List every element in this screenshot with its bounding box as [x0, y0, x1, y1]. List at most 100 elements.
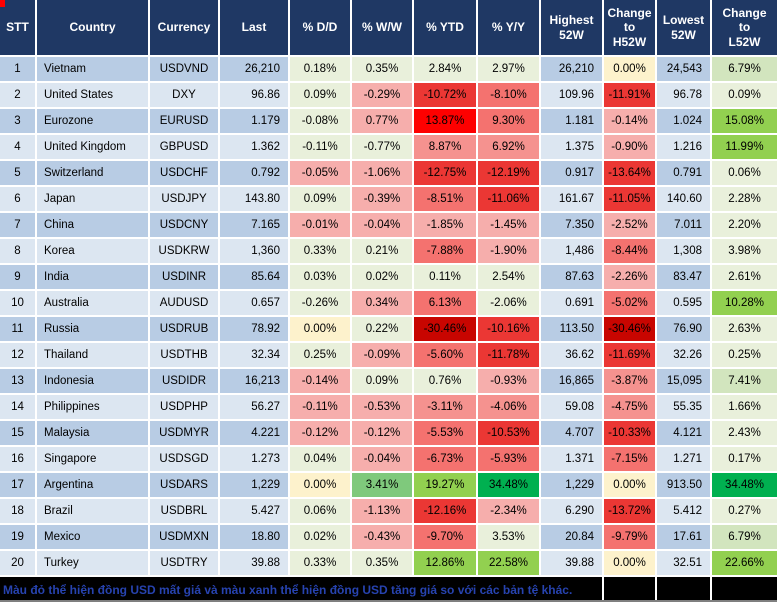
cell-country: India [37, 265, 150, 291]
cell-high52: 1.375 [541, 135, 604, 161]
cell-currency: USDMXN [150, 525, 220, 551]
cell-dd: 0.33% [290, 551, 352, 577]
cell-chg-l52: 2.43% [712, 421, 777, 447]
cell-high52: 20.84 [541, 525, 604, 551]
cell-ytd: -1.85% [414, 213, 478, 239]
cell-low52: 32.26 [657, 343, 712, 369]
cell-low52: 0.595 [657, 291, 712, 317]
cell-ytd: -30.46% [414, 317, 478, 343]
cell-currency: USDTHB [150, 343, 220, 369]
column-header-ww: % W/W [352, 0, 414, 57]
cell-chg-h52: -11.91% [604, 83, 657, 109]
cell-dd: 0.00% [290, 317, 352, 343]
cell-currency: USDRUB [150, 317, 220, 343]
cell-country: Switzerland [37, 161, 150, 187]
corner-marker [0, 0, 5, 7]
cell-low52: 24,543 [657, 57, 712, 83]
cell-currency: USDSGD [150, 447, 220, 473]
cell-country: Indonesia [37, 369, 150, 395]
cell-yy: -1.90% [478, 239, 541, 265]
cell-high52: 59.08 [541, 395, 604, 421]
cell-yy: -10.16% [478, 317, 541, 343]
cell-ww: 0.22% [352, 317, 414, 343]
cell-yy: -11.78% [478, 343, 541, 369]
cell-yy: 34.48% [478, 473, 541, 499]
cell-yy: -12.19% [478, 161, 541, 187]
cell-high52: 0.917 [541, 161, 604, 187]
cell-chg-l52: 6.79% [712, 525, 777, 551]
cell-currency: USDPHP [150, 395, 220, 421]
cell-ytd: 0.76% [414, 369, 478, 395]
cell-yy: 6.92% [478, 135, 541, 161]
cell-high52: 113.50 [541, 317, 604, 343]
cell-ww: -1.06% [352, 161, 414, 187]
cell-chg-l52: 3.98% [712, 239, 777, 265]
cell-ytd: 12.86% [414, 551, 478, 577]
cell-country: United Kingdom [37, 135, 150, 161]
cell-country: Korea [37, 239, 150, 265]
column-header-chg-h52: Change to H52W [604, 0, 657, 57]
cell-ytd: -12.16% [414, 499, 478, 525]
cell-ww: -1.13% [352, 499, 414, 525]
cell-ww: -0.29% [352, 83, 414, 109]
cell-stt: 9 [0, 265, 37, 291]
cell-country: Thailand [37, 343, 150, 369]
cell-chg-l52: 0.06% [712, 161, 777, 187]
cell-low52: 1,308 [657, 239, 712, 265]
cell-high52: 0.691 [541, 291, 604, 317]
cell-stt: 1 [0, 57, 37, 83]
cell-stt: 19 [0, 525, 37, 551]
cell-ytd: -9.70% [414, 525, 478, 551]
cell-country: China [37, 213, 150, 239]
cell-yy: -11.06% [478, 187, 541, 213]
cell-currency: GBPUSD [150, 135, 220, 161]
cell-chg-h52: 0.00% [604, 473, 657, 499]
cell-stt: 16 [0, 447, 37, 473]
cell-last: 78.92 [220, 317, 290, 343]
column-header-dd: % D/D [290, 0, 352, 57]
cell-dd: 0.33% [290, 239, 352, 265]
cell-last: 39.88 [220, 551, 290, 577]
cell-chg-l52: 15.08% [712, 109, 777, 135]
cell-currency: USDTRY [150, 551, 220, 577]
cell-stt: 4 [0, 135, 37, 161]
cell-last: 0.657 [220, 291, 290, 317]
cell-stt: 11 [0, 317, 37, 343]
cell-yy: 2.97% [478, 57, 541, 83]
cell-chg-l52: 2.28% [712, 187, 777, 213]
cell-currency: USDJPY [150, 187, 220, 213]
cell-country: Argentina [37, 473, 150, 499]
cell-low52: 0.791 [657, 161, 712, 187]
cell-ww: -0.43% [352, 525, 414, 551]
cell-high52: 6.290 [541, 499, 604, 525]
cell-high52: 1,229 [541, 473, 604, 499]
cell-yy: 9.30% [478, 109, 541, 135]
footer-note: Màu đỏ thể hiện đồng USD mất giá và màu … [0, 577, 604, 600]
cell-last: 5.427 [220, 499, 290, 525]
cell-high52: 7.350 [541, 213, 604, 239]
cell-yy: -4.06% [478, 395, 541, 421]
cell-high52: 36.62 [541, 343, 604, 369]
cell-low52: 76.90 [657, 317, 712, 343]
cell-ww: 0.21% [352, 239, 414, 265]
cell-dd: -0.11% [290, 395, 352, 421]
cell-country: Brazil [37, 499, 150, 525]
column-header-last: Last [220, 0, 290, 57]
cell-low52: 17.61 [657, 525, 712, 551]
cell-last: 7.165 [220, 213, 290, 239]
cell-ww: -0.12% [352, 421, 414, 447]
cell-chg-h52: -7.15% [604, 447, 657, 473]
cell-country: Philippines [37, 395, 150, 421]
cell-last: 85.64 [220, 265, 290, 291]
footer-black-cell-chg-l52 [712, 577, 777, 600]
cell-chg-h52: -11.69% [604, 343, 657, 369]
cell-ww: 0.34% [352, 291, 414, 317]
cell-ytd: -5.60% [414, 343, 478, 369]
cell-ww: -0.39% [352, 187, 414, 213]
cell-ytd: -7.88% [414, 239, 478, 265]
cell-chg-h52: -11.05% [604, 187, 657, 213]
cell-last: 1.362 [220, 135, 290, 161]
cell-dd: -0.14% [290, 369, 352, 395]
cell-low52: 5.412 [657, 499, 712, 525]
